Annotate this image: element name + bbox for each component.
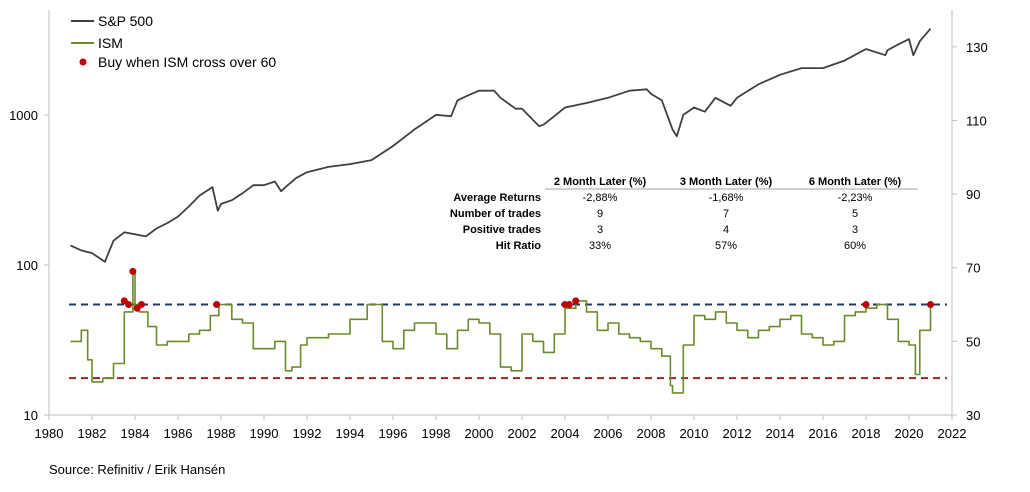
table-cell: 3 bbox=[597, 224, 603, 236]
chart-canvas: 1980 1982 1984 1986 1988 1990 1992 1994 1996 1998… bbox=[9, 10, 988, 441]
y-left-tick-label: 10 bbox=[24, 408, 38, 423]
table-cell: 3 bbox=[852, 224, 858, 236]
table-cell: -2,88% bbox=[583, 192, 618, 204]
table-cell: -1,68% bbox=[709, 192, 744, 204]
x-tick-label: 2008 bbox=[637, 426, 666, 441]
table-cell: 60% bbox=[844, 240, 866, 252]
table-cell: 7 bbox=[723, 208, 729, 220]
table-cell: 9 bbox=[597, 208, 603, 220]
x-tick-label: 1994 bbox=[336, 426, 365, 441]
buy-signal-point bbox=[129, 267, 137, 275]
x-tick-label: 1984 bbox=[121, 426, 150, 441]
x-tick-label: 1986 bbox=[164, 426, 193, 441]
table-header: 2 Month Later (%) bbox=[554, 176, 647, 188]
legend-label: Buy when ISM cross over 60 bbox=[98, 54, 276, 70]
buy-signal-point bbox=[927, 301, 934, 309]
y-right-tick-label: 30 bbox=[966, 408, 980, 423]
table-header: 6 Month Later (%) bbox=[809, 176, 902, 188]
y-right-tick-label: 50 bbox=[966, 334, 980, 349]
x-tick-label: 2016 bbox=[809, 426, 838, 441]
table-cell: 4 bbox=[723, 224, 729, 236]
table-cell: 5 bbox=[852, 208, 858, 220]
axes: 1980 1982 1984 1986 1988 1990 1992 1994 1996 1998… bbox=[9, 10, 988, 441]
x-tick-label: 1980 bbox=[35, 426, 64, 441]
table-row-label: Hit Ratio bbox=[496, 240, 542, 252]
x-tick-label: 1992 bbox=[293, 426, 322, 441]
y-right-tick-label: 110 bbox=[966, 113, 987, 128]
buy-signal-point bbox=[862, 301, 870, 309]
buy-signal-point bbox=[565, 301, 573, 309]
x-tick-label: 1996 bbox=[379, 426, 408, 441]
table-cell: 57% bbox=[715, 240, 737, 252]
table-row-label: Number of trades bbox=[450, 208, 541, 220]
x-tick-label: 2012 bbox=[723, 426, 752, 441]
y-right-tick-label: 70 bbox=[966, 261, 980, 276]
legend-label: ISM bbox=[98, 35, 123, 51]
table-header: 3 Month Later (%) bbox=[680, 176, 773, 188]
x-tick-label: 1998 bbox=[422, 426, 451, 441]
y-left-tick-label: 100 bbox=[16, 258, 38, 273]
x-tick-label: 1982 bbox=[78, 426, 107, 441]
x-tick-label: 2006 bbox=[594, 426, 623, 441]
buy-signal-point bbox=[572, 297, 580, 305]
legend-swatch-buy bbox=[79, 58, 87, 66]
x-tick-label: 2022 bbox=[938, 426, 967, 441]
sp500-line bbox=[70, 28, 932, 263]
source-note: Source: Refinitiv / Erik Hansén bbox=[49, 462, 226, 477]
x-tick-label: 1990 bbox=[250, 426, 279, 441]
buy-signal-point bbox=[125, 301, 133, 309]
x-tick-label: 2002 bbox=[508, 426, 537, 441]
legend-label: S&P 500 bbox=[98, 13, 153, 29]
y-right-tick-label: 90 bbox=[966, 187, 980, 202]
y-right-tick-label: 130 bbox=[966, 40, 988, 55]
x-tick-label: 2004 bbox=[551, 426, 580, 441]
series-layer bbox=[70, 28, 934, 394]
x-tick-label: 2000 bbox=[465, 426, 494, 441]
table-cell: 33% bbox=[589, 240, 611, 252]
x-tick-label: 2018 bbox=[852, 426, 881, 441]
y-left-tick-label: 1000 bbox=[9, 108, 38, 123]
table-cell: -2,23% bbox=[838, 192, 873, 204]
buy-signal-point bbox=[213, 301, 221, 309]
x-tick-label: 1988 bbox=[207, 426, 236, 441]
legend: S&P 500 ISM Buy when ISM cross over 60 bbox=[71, 13, 276, 70]
table-row-label: Positive trades bbox=[463, 224, 541, 236]
x-tick-label: 2014 bbox=[766, 426, 795, 441]
ism-line bbox=[70, 270, 932, 394]
buy-signal-point bbox=[137, 301, 145, 309]
stats-table: 2 Month Later (%) 3 Month Later (%) 6 Mont… bbox=[450, 176, 918, 252]
x-tick-label: 2010 bbox=[680, 426, 709, 441]
x-tick-label: 2020 bbox=[895, 426, 924, 441]
table-row-label: Average Returns bbox=[453, 192, 541, 204]
